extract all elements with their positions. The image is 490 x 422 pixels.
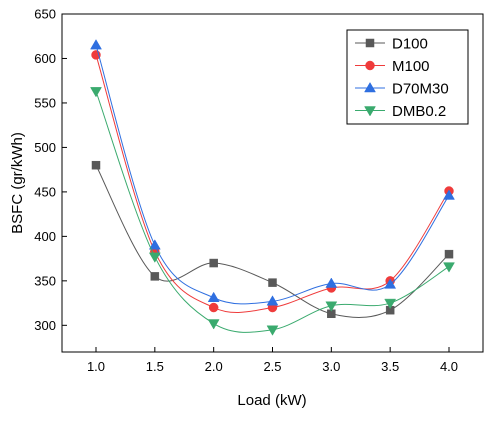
legend-marker bbox=[365, 60, 375, 71]
y-tick-label: 600 bbox=[34, 51, 56, 66]
x-axis-ticks: 1.0 1.5 2.0 2.5 3.0 3.5 4.0 bbox=[87, 347, 458, 374]
data-point bbox=[90, 87, 102, 98]
x-tick-label: 1.0 bbox=[87, 359, 105, 374]
y-tick-label: 450 bbox=[34, 184, 56, 199]
legend-label: D70M30 bbox=[392, 81, 449, 98]
data-point bbox=[325, 277, 338, 288]
legend-marker bbox=[364, 106, 376, 117]
series-dmb0-2 bbox=[90, 87, 455, 336]
x-axis-title: Load (kW) bbox=[237, 392, 306, 409]
y-tick-label: 500 bbox=[34, 140, 56, 155]
y-axis-ticks: 300 350 400 450 500 550 600 650 bbox=[34, 7, 67, 333]
data-point bbox=[90, 39, 102, 50]
legend-item: M100 bbox=[355, 58, 430, 75]
series-line bbox=[95, 164, 450, 318]
data-point bbox=[148, 239, 161, 250]
data-point bbox=[266, 295, 279, 306]
legend-item: D70M30 bbox=[355, 81, 449, 98]
data-point bbox=[148, 252, 161, 263]
series-layer bbox=[90, 39, 455, 336]
legend-label: M100 bbox=[392, 58, 430, 75]
legend-marker bbox=[364, 82, 376, 93]
data-point bbox=[268, 278, 277, 287]
legend: D100 M100 D70M30 DMB0.2 bbox=[346, 29, 469, 125]
data-point bbox=[207, 291, 220, 302]
series-d70m30 bbox=[90, 39, 455, 306]
legend-label: DMB0.2 bbox=[392, 103, 446, 120]
data-point bbox=[325, 301, 338, 312]
y-axis-title: BSFC (gr/kWh) bbox=[9, 132, 26, 234]
legend-marker bbox=[365, 38, 375, 48]
x-tick-label: 2.0 bbox=[205, 359, 223, 374]
data-point bbox=[150, 272, 160, 281]
data-point bbox=[384, 298, 397, 310]
data-point bbox=[91, 160, 101, 170]
x-tick-label: 3.0 bbox=[322, 359, 340, 374]
legend-item: D100 bbox=[355, 36, 428, 53]
y-tick-label: 650 bbox=[34, 7, 56, 22]
data-point bbox=[266, 325, 279, 336]
legend-label: D100 bbox=[392, 36, 428, 53]
data-point bbox=[443, 262, 455, 273]
data-point bbox=[443, 189, 455, 200]
y-tick-label: 550 bbox=[34, 95, 56, 110]
x-tick-label: 3.5 bbox=[381, 359, 399, 374]
y-tick-label: 350 bbox=[34, 273, 56, 288]
data-point bbox=[444, 249, 454, 259]
x-tick-label: 1.5 bbox=[146, 359, 164, 374]
series-d100 bbox=[91, 160, 454, 319]
data-point bbox=[384, 278, 397, 289]
y-tick-label: 300 bbox=[34, 318, 56, 333]
y-tick-label: 400 bbox=[34, 229, 56, 244]
x-tick-label: 2.5 bbox=[263, 359, 281, 374]
data-point bbox=[208, 302, 219, 313]
data-point bbox=[207, 319, 220, 330]
x-tick-label: 4.0 bbox=[440, 359, 458, 374]
legend-item: DMB0.2 bbox=[355, 103, 446, 120]
data-point bbox=[209, 258, 218, 268]
